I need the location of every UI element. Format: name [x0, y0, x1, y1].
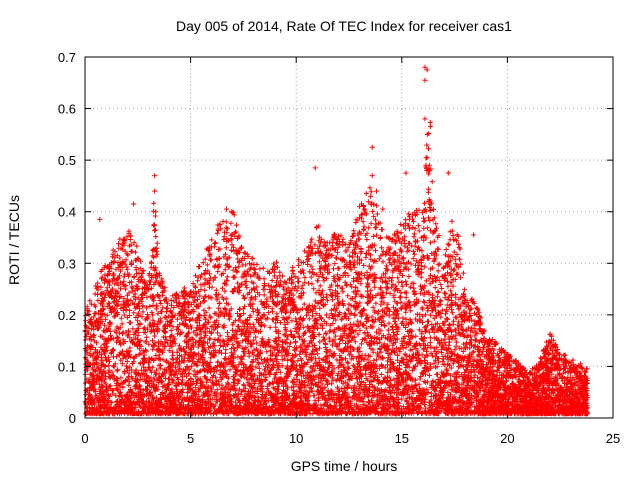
y-tick-label: 0.7: [58, 50, 76, 65]
y-tick-label: 0.5: [58, 153, 76, 168]
x-tick-label: 20: [500, 431, 514, 446]
x-tick-label: 15: [395, 431, 409, 446]
y-tick-label: 0.3: [58, 256, 76, 271]
plot-frame: [84, 56, 614, 419]
x-tick-label: 25: [606, 431, 620, 446]
y-tick-label: 0.6: [58, 102, 76, 117]
roti-series-markers: [82, 64, 591, 417]
y-tick-label: 0.4: [58, 205, 76, 220]
x-tick-label: 10: [289, 431, 303, 446]
axis-ticks: 0 5 10 15 20 25 0 0.1 0.2 0.3 0.4 0.5 0.6 0.7: [58, 50, 620, 446]
data-points: [82, 64, 591, 417]
x-tick-label: 5: [187, 431, 194, 446]
y-tick-label: 0: [69, 411, 76, 426]
grid-lines: [85, 57, 613, 418]
chart-title: Day 005 of 2014, Rate Of TEC Index for r…: [176, 18, 512, 34]
y-tick-label: 0.1: [58, 359, 76, 374]
x-axis-title: GPS time / hours: [291, 458, 398, 474]
y-axis-title: ROTI / TECUs: [6, 195, 22, 285]
x-tick-label: 0: [81, 431, 88, 446]
y-tick-label: 0.2: [58, 308, 76, 323]
